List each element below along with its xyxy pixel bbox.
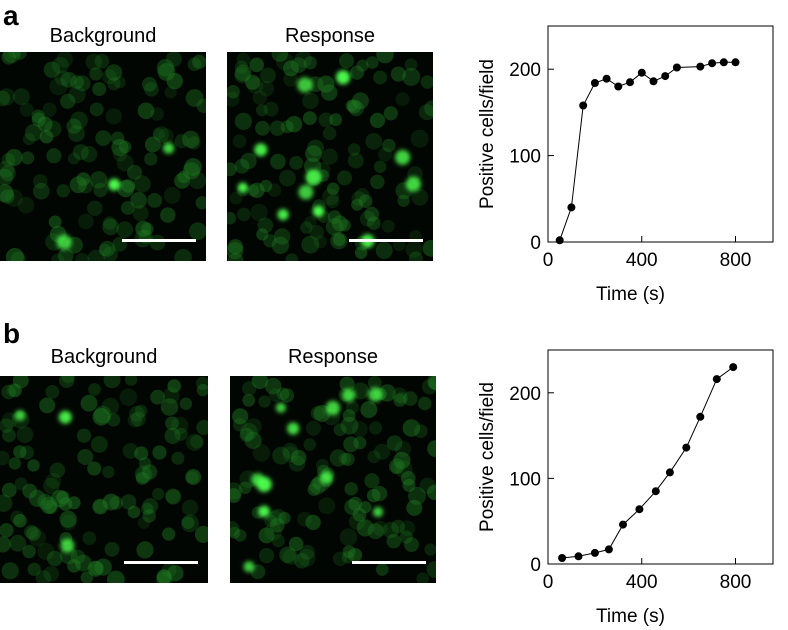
data-point	[604, 545, 613, 554]
scale-bar	[122, 239, 196, 242]
panel-b-response-image	[230, 376, 436, 583]
data-point	[731, 58, 740, 67]
data-point	[567, 203, 576, 212]
data-point	[619, 520, 627, 529]
data-point	[590, 79, 599, 87]
data-point	[558, 554, 567, 562]
panel-a-response-label: Response	[284, 25, 376, 47]
panel-b-response-label: Response	[287, 346, 379, 368]
y-tick-label: 200	[509, 60, 541, 81]
data-point	[649, 77, 658, 86]
data-point	[574, 552, 583, 561]
y-axis-label: Positive cells/field	[477, 382, 498, 532]
y-tick-label: 0	[530, 555, 541, 576]
data-point	[555, 236, 564, 245]
scale-bar	[124, 561, 198, 564]
panel-a-letter: a	[3, 0, 19, 31]
data-point	[712, 375, 721, 384]
panel-b-background-label: Background	[50, 346, 158, 368]
x-tick-label: 0	[543, 250, 554, 271]
data-point	[579, 101, 588, 110]
data-point	[696, 412, 705, 421]
data-point	[661, 72, 670, 81]
data-point	[672, 63, 681, 72]
series-line	[562, 366, 734, 559]
series-line	[559, 61, 736, 241]
data-point	[637, 68, 646, 77]
x-tick-label: 0	[543, 572, 554, 593]
data-point	[614, 82, 623, 91]
y-tick-label: 100	[509, 469, 541, 490]
x-axis-label: Time (s)	[596, 284, 665, 305]
y-tick-label: 100	[509, 147, 541, 168]
scale-bar	[352, 561, 426, 564]
x-tick-label: 400	[626, 572, 658, 593]
x-tick-label: 400	[626, 250, 658, 271]
y-tick-label: 0	[530, 233, 541, 254]
y-tick-label: 200	[509, 384, 541, 405]
x-tick-label: 800	[720, 250, 752, 271]
plot-frame	[547, 349, 774, 565]
data-point	[590, 548, 599, 557]
panel-a-response-image	[227, 52, 433, 261]
data-point	[682, 443, 691, 452]
x-tick-label: 800	[720, 572, 752, 593]
data-point	[719, 58, 728, 67]
data-point	[729, 363, 738, 372]
panel-a-background-label: Background	[49, 25, 157, 47]
data-point	[665, 468, 674, 477]
data-point	[651, 487, 660, 496]
data-point	[708, 59, 717, 68]
data-point	[602, 74, 611, 83]
panel-b-letter: b	[3, 318, 21, 349]
data-point	[635, 505, 644, 514]
scale-bar	[349, 239, 423, 242]
panel-a-background-image	[0, 52, 206, 261]
x-axis-label: Time (s)	[596, 606, 665, 627]
panel-b-background-image	[0, 376, 208, 583]
plot-frame	[547, 25, 774, 243]
y-axis-label: Positive cells/field	[477, 59, 498, 209]
data-point	[626, 78, 634, 87]
data-point	[696, 62, 705, 71]
